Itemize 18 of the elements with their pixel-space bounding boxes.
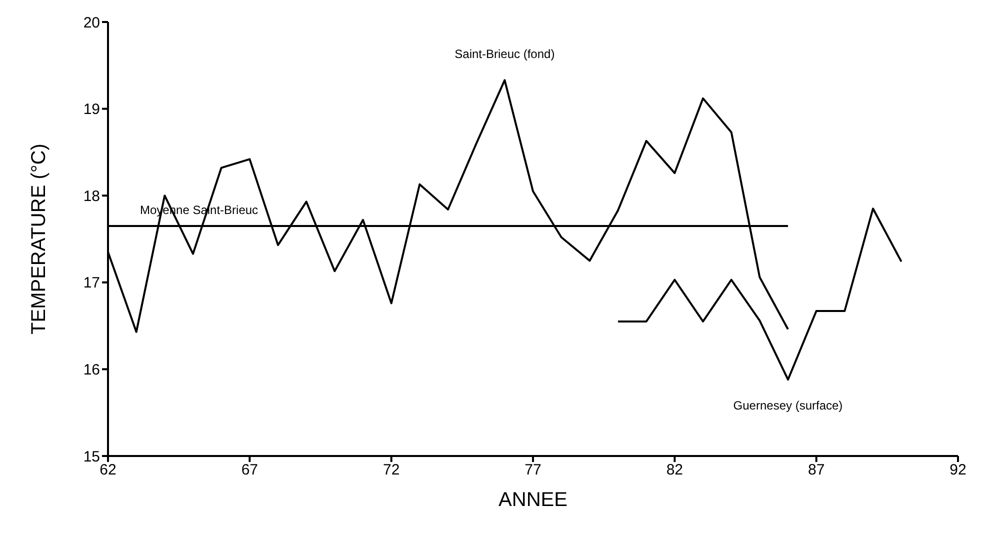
x-tick-label: 62 bbox=[100, 462, 116, 479]
y-axis-title: TEMPERATURE (°C) bbox=[28, 144, 50, 334]
x-tick-label: 92 bbox=[950, 462, 966, 479]
line-series bbox=[617, 208, 902, 381]
y-tick-label: 19 bbox=[83, 101, 100, 118]
x-tick-label: 67 bbox=[241, 462, 258, 479]
text: Saint-Brieuc (fond) bbox=[454, 47, 555, 62]
x-tick-label: 72 bbox=[382, 462, 400, 479]
x-tick-label: 77 bbox=[524, 462, 542, 479]
y-tick-label: 18 bbox=[83, 188, 100, 205]
y-tick-label: 17 bbox=[83, 274, 100, 292]
text: Guernesey (surface) bbox=[733, 398, 843, 413]
y-tick-label: 15 bbox=[83, 448, 100, 466]
y-tick-label: 20 bbox=[83, 14, 100, 32]
x-axis-title: ANNEE bbox=[498, 489, 568, 511]
x-tick-label: 87 bbox=[808, 462, 825, 479]
x-tick-label: 82 bbox=[666, 462, 684, 479]
y-tick-label: 16 bbox=[83, 362, 100, 379]
